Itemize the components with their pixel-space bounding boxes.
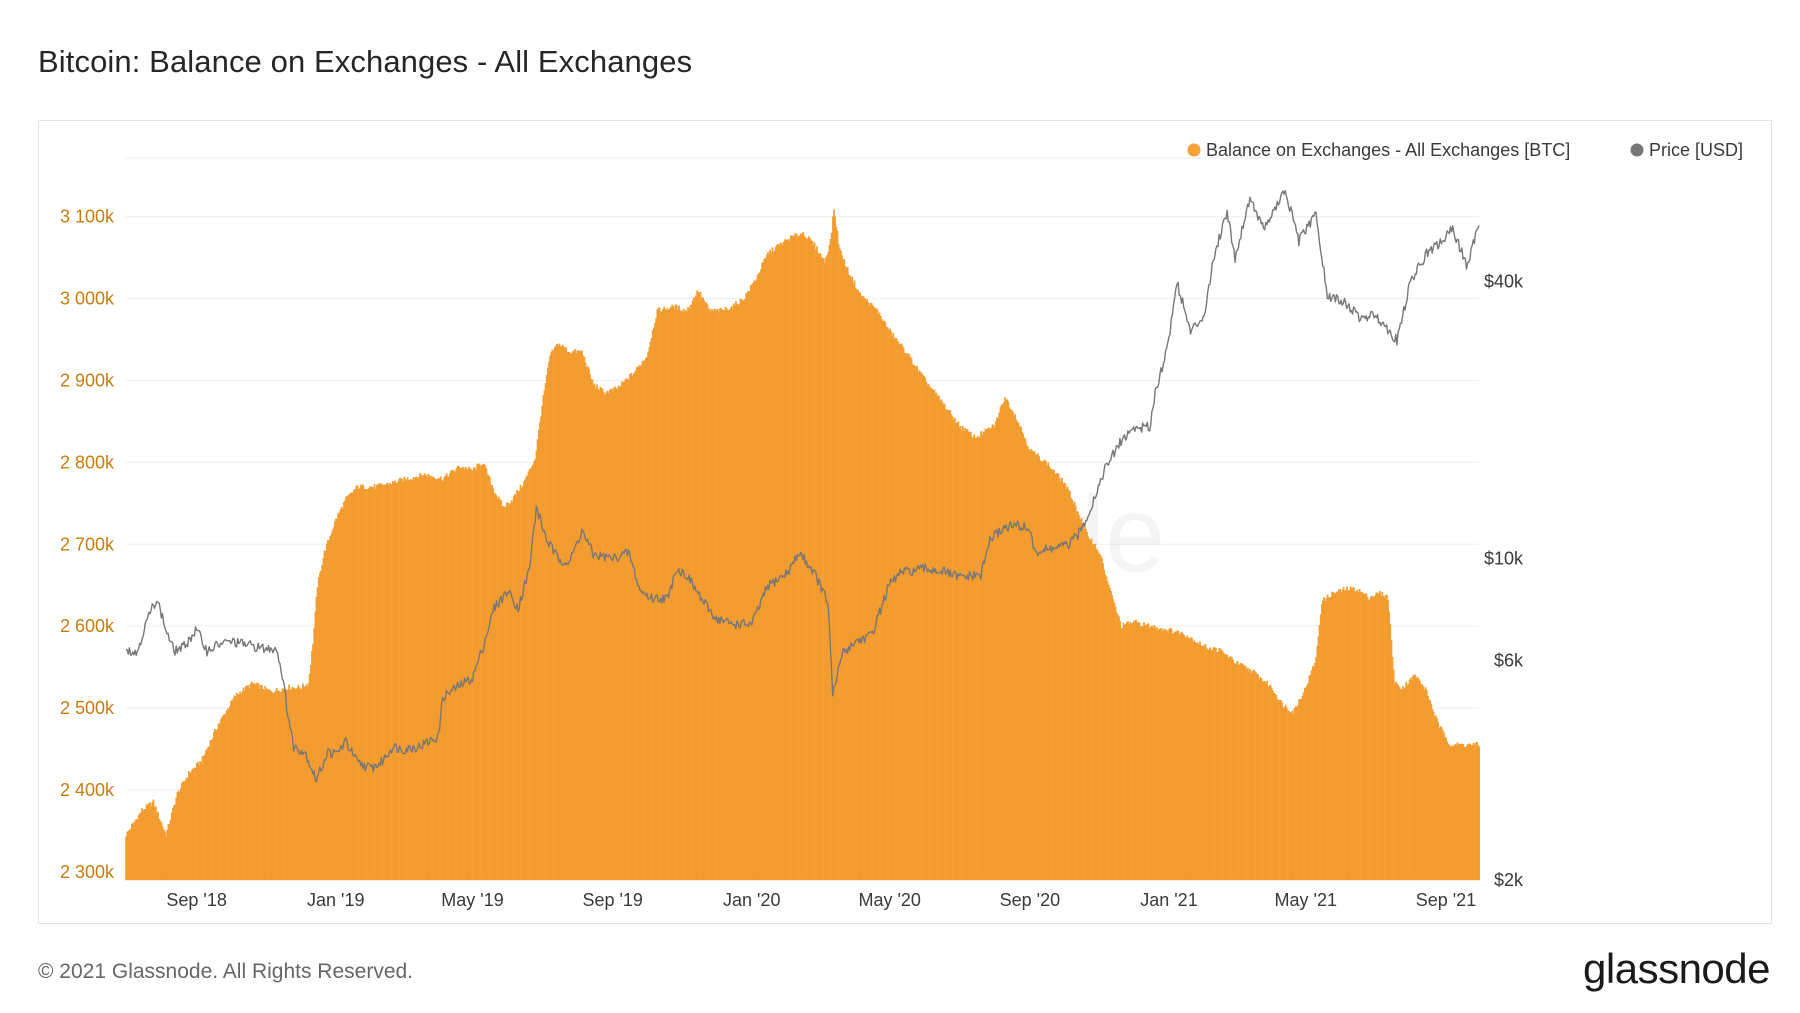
right-axis: $2k $6k $10k $40k	[1484, 271, 1524, 890]
x-axis: Sep '18 Jan '19 May '19 Sep '19 Jan '20 May '…	[166, 890, 1476, 910]
left-tick-label: 2 500k	[60, 698, 115, 718]
right-tick-label: $6k	[1494, 651, 1524, 671]
left-tick-label: 2 800k	[60, 452, 115, 472]
right-tick-label: $40k	[1484, 271, 1524, 291]
price-line	[125, 189, 1480, 783]
left-tick-label: 2 700k	[60, 534, 115, 554]
x-tick-label: May '21	[1275, 890, 1337, 910]
legend-dot	[1630, 143, 1644, 157]
left-tick-label: 3 000k	[60, 289, 115, 309]
left-tick-label: 2 400k	[60, 780, 115, 800]
glassnode-logo[interactable]: glassnode	[1583, 945, 1770, 992]
legend-item[interactable]: Balance on Exchanges - All Exchanges [BT…	[1187, 140, 1571, 160]
right-tick-label: $10k	[1484, 548, 1524, 568]
x-tick-label: Sep '21	[1416, 890, 1477, 910]
legend-item[interactable]: Price [USD]	[1630, 140, 1744, 160]
left-tick-label: 2 300k	[60, 862, 115, 882]
x-tick-label: Sep '19	[582, 890, 643, 910]
left-tick-label: 3 100k	[60, 207, 115, 227]
right-tick-label: $2k	[1494, 870, 1524, 890]
balance-series	[125, 209, 1481, 881]
page-title: Bitcoin: Balance on Exchanges - All Exch…	[38, 44, 693, 79]
legend-label: Balance on Exchanges - All Exchanges [BT…	[1206, 140, 1570, 160]
legend-label: Price [USD]	[1649, 140, 1743, 160]
copyright-text: © 2021 Glassnode. All Rights Reserved.	[38, 960, 414, 983]
left-tick-label: 2 600k	[60, 616, 115, 636]
x-tick-label: May '20	[858, 890, 920, 910]
x-tick-label: Sep '18	[166, 890, 227, 910]
x-tick-label: Jan '20	[723, 890, 780, 910]
x-tick-label: May '19	[441, 890, 503, 910]
legend[interactable]: Balance on Exchanges - All Exchanges [BT…	[1187, 140, 1744, 160]
x-tick-label: Jan '19	[307, 890, 364, 910]
price-series	[125, 189, 1480, 783]
balance-bar	[1478, 746, 1481, 881]
x-tick-label: Jan '21	[1140, 890, 1197, 910]
legend-dot	[1187, 143, 1201, 157]
left-axis: 2 300k 2 400k 2 500k 2 600k 2 700k 2 800k 2 90…	[60, 207, 115, 882]
x-tick-label: Sep '20	[1000, 890, 1061, 910]
left-tick-label: 2 900k	[60, 370, 115, 390]
